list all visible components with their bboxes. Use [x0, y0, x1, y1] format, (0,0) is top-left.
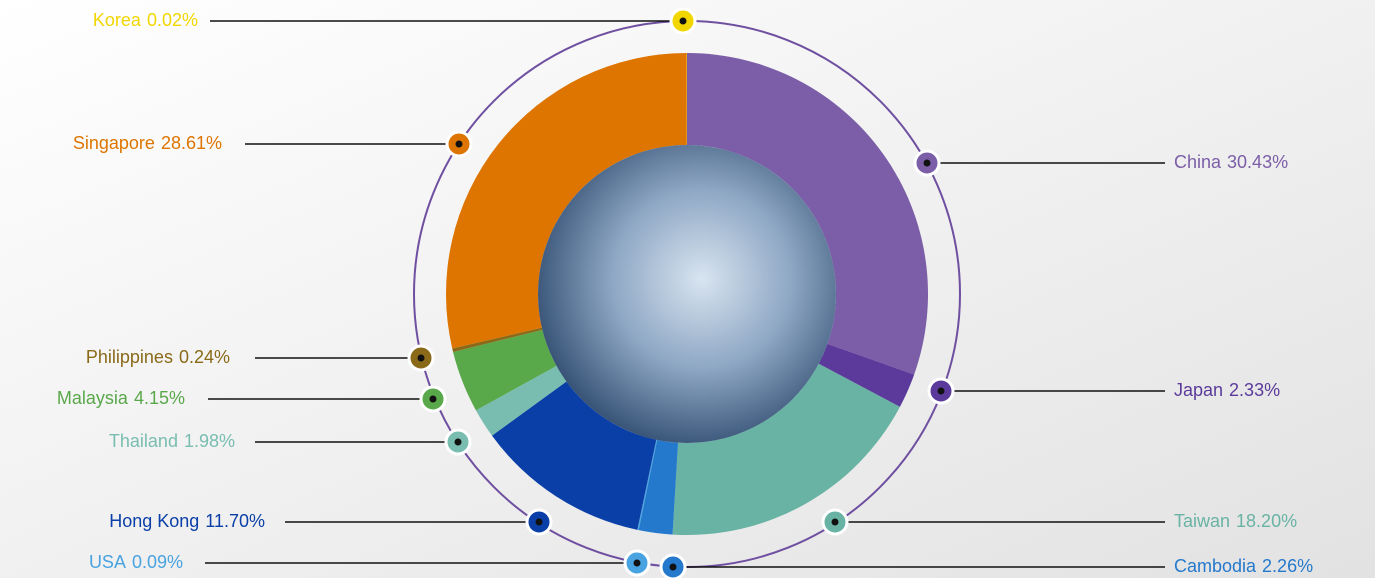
marker-dot — [937, 387, 945, 395]
category-name: China — [1174, 152, 1222, 172]
slice-label: Thailand 1.98% — [109, 431, 235, 451]
slice — [818, 343, 915, 407]
slice-label: Hong Kong 11.70% — [109, 511, 265, 531]
slice — [672, 363, 900, 536]
marker-dot — [669, 563, 677, 571]
slice-label: Taiwan 18.20% — [1174, 511, 1297, 531]
value-label: 0.24% — [179, 347, 230, 367]
value-label: 18.20% — [1236, 511, 1297, 531]
marker-dot — [831, 518, 839, 526]
category-name: Malaysia — [57, 388, 129, 408]
slice-label: Singapore 28.61% — [73, 133, 222, 153]
category-name: USA — [89, 552, 126, 572]
slice — [446, 53, 687, 349]
slice-label: Japan 2.33% — [1174, 380, 1280, 400]
value-label: 0.09% — [132, 552, 183, 572]
value-label: 11.70% — [205, 511, 265, 531]
value-label: 4.15% — [134, 388, 185, 408]
value-label: 0.02% — [147, 10, 198, 30]
slice — [491, 381, 657, 530]
slice-label: Korea 0.02% — [93, 10, 198, 30]
category-name: Korea — [93, 10, 142, 30]
category-name: Japan — [1174, 380, 1223, 400]
labels: China 30.43% Japan 2.33% Taiwan 18.20% Cambodi… — [57, 7, 1313, 578]
category-name: Singapore — [73, 133, 155, 153]
marker-dot — [455, 140, 463, 148]
value-label: 2.26% — [1262, 556, 1313, 576]
marker-dot — [429, 395, 437, 403]
slice — [452, 327, 543, 352]
category-name: Taiwan — [1174, 511, 1230, 531]
marker-dot — [417, 354, 425, 362]
category-name: Hong Kong — [109, 511, 199, 531]
category-name: Philippines — [86, 347, 173, 367]
slice — [475, 365, 567, 436]
slice — [453, 329, 557, 411]
slice-label: Cambodia 2.26% — [1174, 556, 1313, 576]
value-label: 2.33% — [1229, 380, 1280, 400]
value-label: 1.98% — [184, 431, 235, 451]
slice — [687, 53, 928, 375]
marker-dot — [535, 518, 543, 526]
slice-label: China 30.43% — [1174, 152, 1288, 172]
slice-label: USA 0.09% — [89, 552, 183, 572]
marker-dot — [923, 159, 931, 167]
marker-dot — [454, 438, 462, 446]
value-label: 30.43% — [1227, 152, 1288, 172]
marker-dot — [679, 17, 687, 25]
slice-label: Philippines 0.24% — [86, 347, 230, 367]
slice — [637, 439, 658, 531]
value-label: 28.61% — [161, 133, 222, 153]
marker-dot — [633, 559, 641, 567]
center-photo — [538, 145, 836, 443]
slice-label: Malaysia 4.15% — [57, 388, 185, 408]
slices — [446, 53, 928, 536]
slice — [638, 439, 679, 535]
category-name: Cambodia — [1174, 556, 1257, 576]
category-name: Thailand — [109, 431, 178, 451]
